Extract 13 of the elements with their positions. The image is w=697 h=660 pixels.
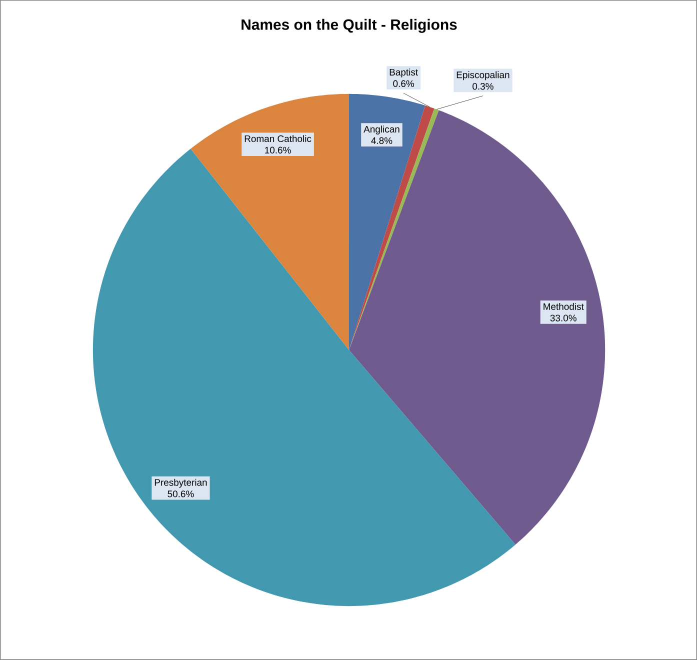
slice-label: Anglican <box>364 126 400 134</box>
data-label: 33.0% <box>550 314 576 322</box>
data-label: 50.6% <box>168 490 194 498</box>
chart-title: Names on the Quilt - Religions <box>242 18 457 33</box>
data-label: 0.3% <box>472 82 494 90</box>
data-label: 4.8% <box>371 137 392 144</box>
data-label: 10.6% <box>265 146 291 154</box>
data-label: 0.6% <box>393 80 414 88</box>
slice-label: Presbyterian <box>154 478 207 488</box>
slice-label: Baptist <box>390 68 418 78</box>
slice-label: Episcopalian <box>456 71 510 80</box>
slice-label: Methodist <box>544 302 584 310</box>
slice-label: Roman Catholic <box>244 135 312 142</box>
